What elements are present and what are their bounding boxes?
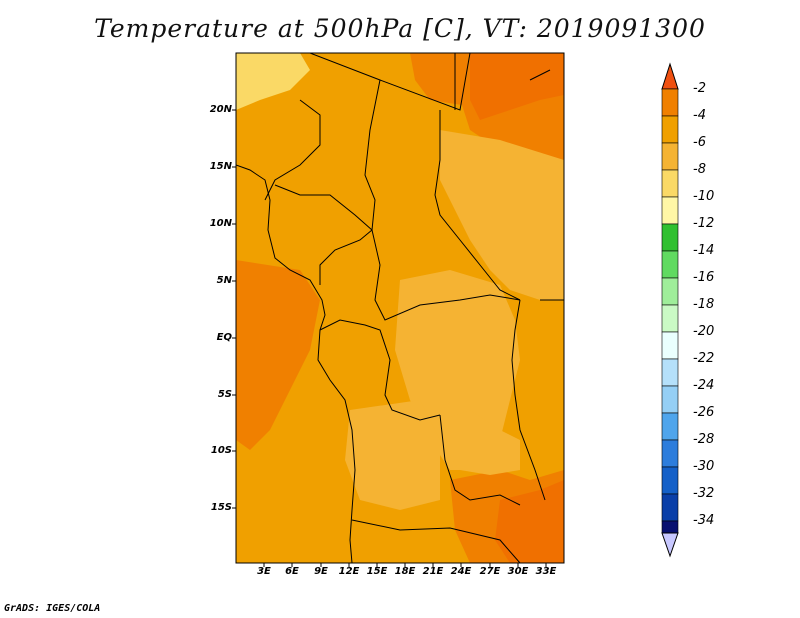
colorbar-swatch [661,223,679,252]
colorbar-label: -34 [693,513,715,528]
lon-label: 30E [507,566,529,577]
lat-label: 5N [216,275,232,286]
map-frame [235,52,565,564]
colorbar-swatch [661,439,679,468]
colorbar-swatch [661,520,679,534]
coastline-west [236,164,356,563]
colorbar-swatch [661,196,679,225]
colorbar [661,62,679,558]
colorbar-label: -24 [693,378,715,393]
border-mali-niger [264,99,321,201]
colorbar-label: -10 [693,189,715,204]
colorbar-swatch [661,412,679,441]
lon-label: 24E [450,566,472,577]
colorbar-bottom-arrow [661,532,679,558]
colorbar-label: -6 [693,135,706,150]
chart-title: Temperature at 500hPa [C], VT: 201909130… [94,14,706,43]
colorbar-swatch [661,385,679,414]
colorbar-label: -8 [693,162,706,177]
cool-region-east [440,130,564,300]
colorbar-swatch [661,358,679,387]
cool-region-northwest [236,53,310,110]
colorbar-swatch [661,277,679,306]
country-borders [236,53,564,563]
footer-credit: GrADS: IGES/COLA [4,603,101,614]
lon-label: 21E [422,566,444,577]
border-zambia [439,414,521,506]
colorbar-swatch [661,493,679,522]
lon-label: 27E [479,566,501,577]
lat-label: 10N [209,218,232,229]
colorbar-label: -18 [693,297,715,312]
cool-region-tanzania [440,410,520,475]
colorbar-label: -20 [693,324,715,339]
colorbar-label: -26 [693,405,715,420]
colorbar-label: -14 [693,243,715,258]
lon-label: 12E [338,566,360,577]
temperature-field [236,53,564,563]
warm-region-atlantic [236,260,320,450]
border-angola-namibia [351,519,521,563]
lat-label: 10S [210,445,232,456]
colorbar-swatch [661,142,679,171]
colorbar-label: -32 [693,486,715,501]
lat-label: 15N [209,161,232,172]
hot-region-northeast [470,53,564,120]
colorbar-label: -12 [693,216,715,231]
border-east-great-lakes [511,299,546,501]
border-chad-sudan [434,110,521,301]
lat-label: EQ [216,332,232,343]
lat-label: 20N [209,104,232,115]
lon-label: 15E [366,566,388,577]
cool-region-south [345,400,440,510]
colorbar-swatch [661,250,679,279]
colorbar-swatch [661,304,679,333]
lon-label: 18E [394,566,416,577]
lon-label: 6E [285,566,299,577]
colorbar-swatch [661,331,679,360]
colorbar-label: -22 [693,351,715,366]
colorbar-label: -4 [693,108,706,123]
colorbar-label: -16 [693,270,715,285]
colorbar-swatch [661,169,679,198]
lat-label: 5S [217,389,232,400]
colorbar-top-arrow [661,62,679,90]
border-gabon-congo [319,319,441,421]
colorbar-label: -30 [693,459,715,474]
axis-ticks [232,109,547,567]
lon-label: 33E [535,566,557,577]
border-libya-egypt [309,53,471,111]
colorbar-label: -28 [693,432,715,447]
lon-label: 9E [314,566,328,577]
lon-label: 3E [257,566,271,577]
lat-label: 15S [210,502,232,513]
colorbar-label: -2 [693,81,706,96]
colorbar-swatch [661,88,679,117]
colorbar-swatch [661,466,679,495]
coast-red-sea [529,69,551,81]
border-nigeria-north [274,184,373,231]
colorbar-swatch [661,115,679,144]
border-car [371,229,521,321]
